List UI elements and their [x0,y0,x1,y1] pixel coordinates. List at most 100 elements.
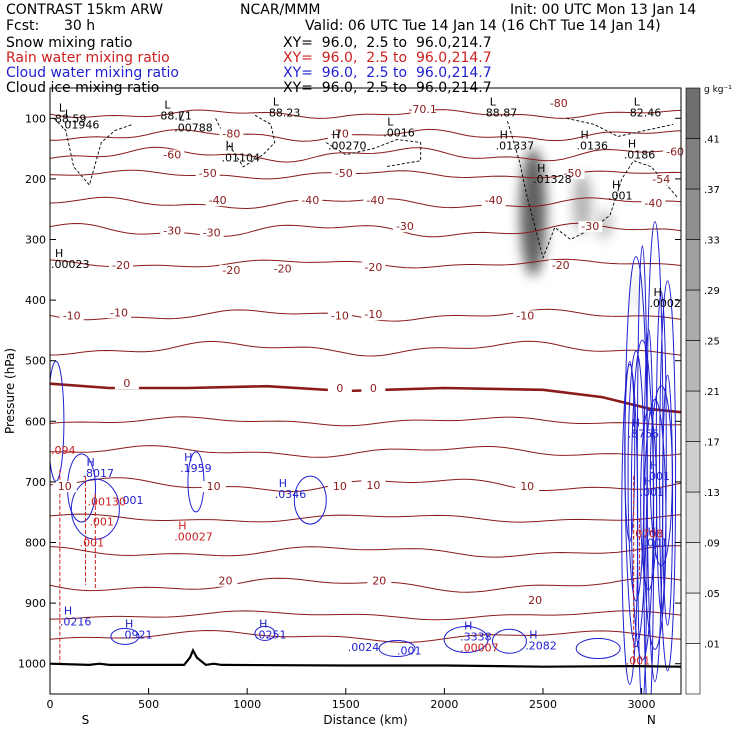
cloud-water-contour [662,374,674,626]
extremum-mark: H [537,162,545,175]
cloud-ice-contour [566,117,674,137]
extremum-value: .8017 [83,467,115,480]
colorbar-level-label: .21 [704,387,720,398]
extremum-value: .0024 [348,641,380,654]
label-backdrop [327,310,352,322]
colorbar-swatch [685,592,701,644]
valid-time: Valid: 06 UTC Tue 14 Jan 14 (16 ChT Tue … [305,18,661,34]
isotherm-label: 20 [372,575,386,588]
colorbar-level-label: .13 [704,488,720,499]
colorbar-level-label: .25 [704,337,720,348]
extremum-mark: H [87,456,95,469]
label-backdrop [107,307,132,319]
extremum-value: .3338 [460,630,492,643]
isotherm-label: -20 [274,263,292,276]
isotherm-line [50,577,681,593]
isotherm-label: -80 [550,97,568,110]
isotherm-line [50,128,681,142]
isotherm-label: -50 [564,167,582,180]
field-xy-snow: XY= 96.0, 2.5 to 96.0,214.7 [283,35,492,51]
extremum-value: .094 [51,444,76,457]
isotherm-label: -50 [335,167,353,180]
extremum-value: .01946 [61,118,100,131]
isotherm-line [50,545,681,558]
colorbar-swatch [685,390,701,442]
isotherm-line [50,109,681,119]
terrain-line [50,647,681,668]
isotherm-label: -10 [63,309,81,322]
colorbar-level-label: .01 [704,640,720,651]
snow-band [573,172,592,234]
extremum-value: .0708 [632,527,664,540]
colorbar-unit: g kg⁻¹ [704,85,732,95]
extremum-value: .0186 [624,149,656,162]
isotherm-label: -40 [209,194,227,207]
isotherm-label: -70 [331,127,349,140]
cloud-water-contour [491,628,527,654]
isotherm-label: -30 [203,226,221,239]
colorbar-swatch [685,340,701,392]
x-tick-label: 500 [138,698,159,711]
label-backdrop [195,167,220,179]
extremum-mark: H [279,477,287,490]
extremum-value: .01337 [496,140,535,153]
isotherm-label: -20 [112,259,130,272]
label-backdrop [546,98,571,110]
isotherm-label: -40 [644,197,662,210]
colorbar-swatch [685,542,701,594]
extremum-mark: H [632,416,640,429]
label-backdrop [513,310,538,322]
label-backdrop [160,149,185,161]
isotherm-label: -54 [652,173,670,186]
isotherm-label: -10 [331,309,349,322]
isotherm-label: -20 [552,259,570,272]
y-tick-label: 400 [25,294,46,307]
label-backdrop [52,481,77,493]
colorbar-swatch [685,643,701,695]
colorbar-level-label: .29 [704,286,720,297]
extremum-value: 88.87 [486,106,518,119]
isotherm-line [50,222,681,238]
label-backdrop [361,309,386,321]
x-tick-label: 2000 [430,698,458,711]
x-end-label-north: N [647,713,656,727]
label-backdrop [560,167,585,179]
isotherm-label: 10 [520,480,534,493]
cloud-water-contour [575,638,621,660]
y-tick-label: 700 [25,476,46,489]
freezing-level-line [50,382,681,414]
label-backdrop [361,383,386,394]
cloud-ice-contour [325,139,422,168]
extremum-value: .01104 [222,152,261,165]
isotherm-label: -60 [163,149,181,162]
label-backdrop [410,104,435,116]
extremum-value: .00788 [174,121,213,134]
label-backdrop [649,173,674,185]
isotherm-label: 0 [123,377,130,390]
label-backdrop [327,481,352,493]
x-tick-label: 1000 [233,698,261,711]
extremum-mark: H [226,141,234,154]
label-backdrop [331,167,356,179]
extremum-mark: H [529,629,537,642]
cloud-ice-contour [215,114,276,168]
extremum-value: .001 [89,515,114,528]
isotherm-label: -10 [110,306,128,319]
isotherm-label: 10 [366,479,380,492]
cloud-water-contour [110,627,140,645]
cloud-ice-contour [53,117,133,186]
label-backdrop [523,595,548,607]
label-backdrop [361,261,386,273]
label-backdrop [205,195,230,207]
cloud-ice-contour [507,121,678,260]
label-backdrop [367,575,392,587]
cloud-water-contour [293,475,327,525]
extremum-value: .2082 [525,640,557,653]
extremum-value: .001 [119,494,144,507]
colorbar-swatch [685,491,701,543]
cloud-water-contour [636,245,648,694]
extremum-mark: H [178,519,186,532]
extremum-mark: L [59,101,66,114]
extremum-mark: H [653,286,661,299]
isotherm-line [50,629,681,643]
